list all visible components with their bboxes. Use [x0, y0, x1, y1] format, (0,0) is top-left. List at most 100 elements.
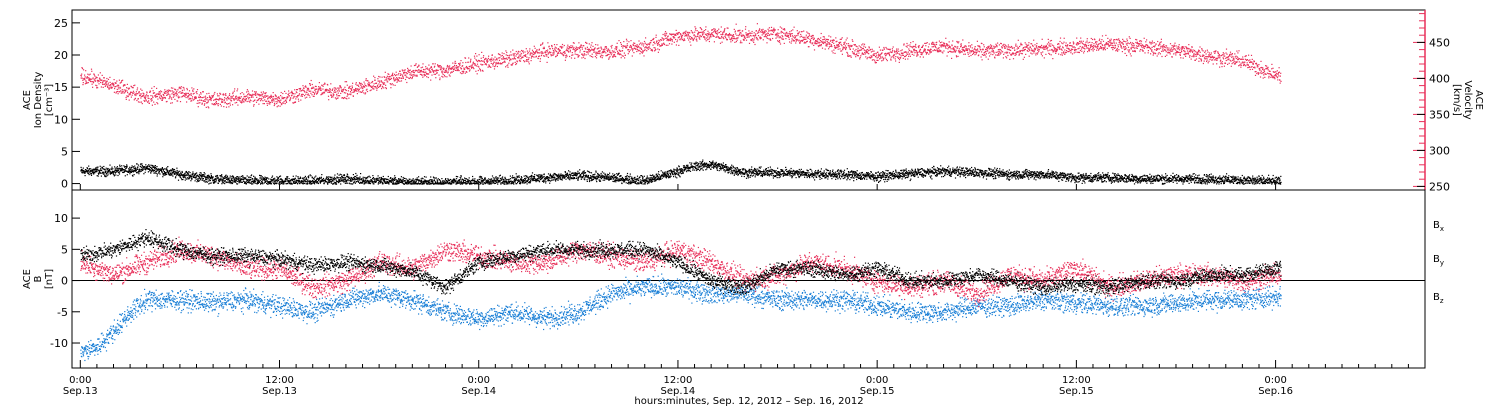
density-point-397 [159, 173, 160, 174]
density-point-115 [103, 166, 104, 167]
density-point-4052 [888, 170, 889, 171]
density-point-270 [134, 166, 135, 167]
density-point-3523 [782, 170, 783, 171]
density-point-1877 [454, 179, 455, 180]
density-point-4928 [1062, 180, 1063, 181]
density-point-97 [100, 166, 101, 167]
density-point-3701 [818, 173, 819, 174]
density-point-2326 [544, 174, 545, 175]
density-point-4251 [927, 171, 928, 172]
density-point-738 [227, 182, 228, 183]
density-point-530 [186, 171, 187, 172]
density-point-1419 [363, 178, 364, 179]
density-point-4361 [949, 172, 950, 173]
density-point-4898 [1056, 177, 1057, 178]
density-point-2347 [548, 173, 549, 174]
density-point-2633 [605, 174, 606, 175]
density-point-2771 [632, 178, 633, 179]
density-point-3310 [740, 169, 741, 170]
density-point-4157 [908, 174, 909, 175]
density-point-538 [188, 172, 189, 173]
density-point-189 [118, 170, 119, 171]
density-point-3890 [855, 175, 856, 176]
density-point-384 [157, 174, 158, 175]
density-point-2543 [587, 171, 588, 172]
density-point-2021 [483, 184, 484, 185]
density-point-3831 [844, 172, 845, 173]
density-point-2690 [616, 173, 617, 174]
density-point-4295 [936, 172, 937, 173]
density-point-4874 [1051, 172, 1052, 173]
density-point-1143 [308, 177, 309, 178]
density-point-3260 [730, 169, 731, 170]
density-point-3855 [848, 172, 849, 173]
density-point-141 [108, 172, 109, 173]
density-point-4441 [965, 177, 966, 178]
density-point-853 [250, 177, 251, 178]
density-point-786 [237, 183, 238, 184]
density-point-3106 [699, 170, 700, 171]
density-point-1471 [373, 183, 374, 184]
density-point-2901 [658, 177, 659, 178]
density-point-1380 [355, 173, 356, 174]
density-point-2861 [650, 177, 651, 178]
density-point-1452 [370, 177, 371, 178]
density-point-4412 [959, 167, 960, 168]
density-point-763 [232, 180, 233, 181]
density-point-3430 [764, 171, 765, 172]
density-point-4171 [911, 169, 912, 170]
density-point-2533 [585, 172, 586, 173]
density-point-1394 [358, 182, 359, 183]
density-point-3384 [754, 173, 755, 174]
density-point-2212 [521, 179, 522, 180]
density-point-588 [197, 175, 198, 176]
density-point-4055 [888, 179, 889, 180]
density-point-1061 [292, 183, 293, 184]
density-point-4475 [972, 170, 973, 171]
density-point-470 [174, 169, 175, 170]
density-point-3428 [763, 170, 764, 171]
density-point-87 [98, 176, 99, 177]
density-point-4028 [883, 175, 884, 176]
density-point-2277 [534, 176, 535, 177]
density-point-2889 [656, 174, 657, 175]
density-point-2087 [496, 180, 497, 181]
density-point-487 [177, 173, 178, 174]
density-point-4833 [1043, 172, 1044, 173]
density-point-601 [200, 179, 201, 180]
density-point-4855 [1048, 171, 1049, 172]
density-point-677 [215, 178, 216, 179]
density-point-892 [258, 180, 259, 181]
density-point-4170 [911, 175, 912, 176]
density-point-4941 [1065, 176, 1066, 177]
density-point-2213 [521, 177, 522, 178]
density-point-3155 [709, 167, 710, 168]
density-point-2454 [569, 179, 570, 180]
density-point-4581 [993, 178, 994, 179]
density-point-3358 [749, 169, 750, 170]
density-point-203 [121, 168, 122, 169]
density-point-3031 [684, 170, 685, 171]
density-point-581 [196, 172, 197, 173]
density-point-4741 [1025, 170, 1026, 171]
density-point-3019 [682, 169, 683, 170]
density-point-2009 [481, 178, 482, 179]
density-point-145 [109, 169, 110, 170]
density-point-4400 [957, 166, 958, 167]
density-point-664 [213, 176, 214, 177]
density-point-3063 [691, 164, 692, 165]
density-point-4133 [904, 176, 905, 177]
density-point-431 [166, 167, 167, 168]
density-point-970 [274, 179, 275, 180]
density-point-3505 [779, 177, 780, 178]
density-point-1386 [356, 175, 357, 176]
density-point-30 [86, 170, 87, 171]
density-point-1071 [294, 181, 295, 182]
density-point-1995 [478, 183, 479, 184]
density-point-426 [165, 172, 166, 173]
density-point-4569 [991, 169, 992, 170]
density-point-4646 [1006, 175, 1007, 176]
density-point-2539 [586, 175, 587, 176]
density-point-2097 [498, 178, 499, 179]
density-point-1319 [343, 181, 344, 182]
